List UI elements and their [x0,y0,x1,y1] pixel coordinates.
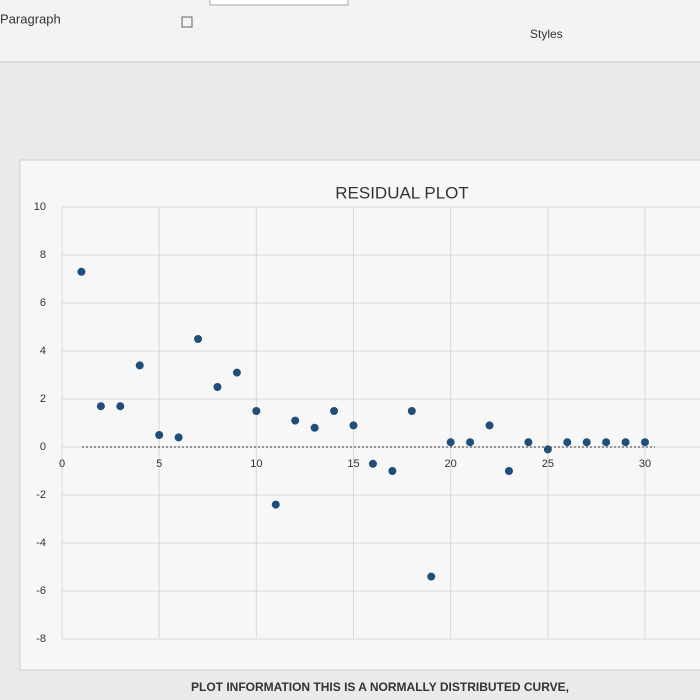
data-point [466,438,475,447]
x-tick-label: 0 [59,458,65,470]
data-point [232,368,241,377]
y-tick-label: 6 [40,297,46,309]
data-point [407,407,416,415]
x-tick-label: 10 [250,458,262,470]
data-point [155,431,164,439]
data-point [621,438,630,447]
x-tick-label: 20 [445,458,457,470]
document-text: PLOT INFORMATION THIS IS A NORMALLY DIST… [191,680,569,694]
chart-area [19,159,700,671]
data-point [582,438,591,447]
data-point [485,421,494,430]
data-point [504,467,513,475]
x-tick-label: 30 [639,458,651,470]
x-tick-label: 15 [347,458,359,470]
y-tick-label: -4 [36,537,46,549]
dialog-launcher[interactable] [181,16,193,28]
data-point [135,361,144,370]
data-point [427,572,436,581]
chart-title: RESIDUAL PLOT [335,183,469,202]
data-point [602,438,611,447]
x-tick-label: 5 [156,458,162,470]
ribbon-group-label: Styles [530,27,563,41]
y-tick-label: -8 [36,633,46,645]
ribbon [0,0,700,62]
x-tick-label: 25 [542,458,554,470]
data-point [174,433,183,442]
data-point [252,407,261,415]
data-point [446,438,455,447]
data-point [213,383,222,391]
data-point [563,438,572,447]
ribbon-group-label: Paragraph [0,11,61,26]
y-tick-label: 4 [40,345,46,357]
data-point [116,402,125,411]
y-tick-label: 8 [40,249,46,261]
y-tick-label: -2 [36,489,46,501]
data-point [330,407,339,415]
data-point [77,267,86,276]
style-box [209,0,349,6]
data-point [291,416,300,425]
y-tick-label: 0 [40,441,46,453]
data-point [194,335,203,343]
data-point [641,438,649,447]
y-tick-label: -6 [36,585,46,597]
data-point [543,445,552,454]
data-point [368,459,377,468]
y-tick-label: 10 [34,201,46,213]
data-point [349,421,358,430]
data-point [388,467,397,475]
data-point [310,423,319,432]
data-point [524,438,533,447]
data-point [271,500,280,509]
y-tick-label: 2 [40,393,46,405]
data-point [96,402,105,411]
